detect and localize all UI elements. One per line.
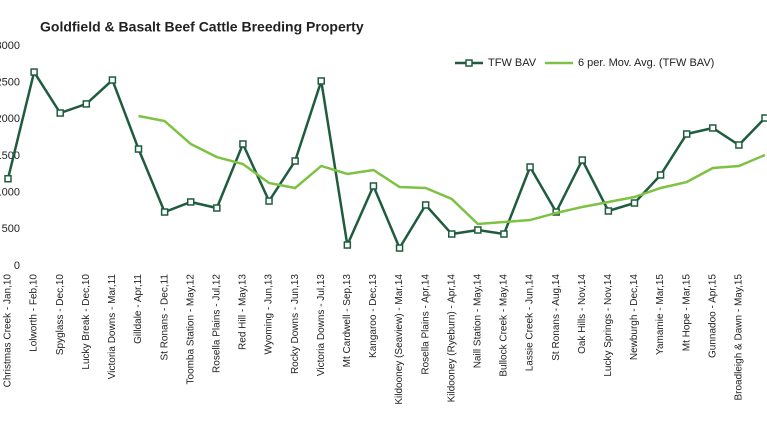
data-point <box>108 76 117 84</box>
data-point <box>526 163 534 171</box>
y-tick-label: 500 <box>2 223 20 235</box>
data-point <box>317 77 325 85</box>
x-tick-label: Bullock Creek - May,14 <box>499 274 510 377</box>
x-tick-label: Gilldale - Apr,11 <box>133 274 144 344</box>
x-tick-label: Rosella Plains - Apr,14 <box>420 274 431 375</box>
y-tick-label: 3000 <box>0 40 20 52</box>
data-point <box>709 124 717 132</box>
data-point <box>761 114 767 122</box>
data-point <box>56 109 64 117</box>
x-tick-label: Mt Hope - Mar,15 <box>681 274 692 352</box>
data-point <box>343 241 352 249</box>
data-point <box>186 198 195 206</box>
series-line <box>138 114 766 226</box>
x-tick-label: Gunnadoo - Apr,15 <box>707 274 718 358</box>
x-tick-label: Rosella Plains - Jul,12 <box>211 274 222 373</box>
x-tick-label: St Ronans - Dec,11 <box>159 274 170 361</box>
data-point <box>474 226 482 234</box>
x-tick-label: Lucky Springs - Nov,14 <box>603 274 614 377</box>
x-tick-label: Lolworth - Feb,10 <box>29 274 40 352</box>
x-tick-label: Mt Cardwell - Sep,13 <box>342 274 353 368</box>
data-point <box>30 68 38 76</box>
y-tick-label: 2000 <box>0 113 20 125</box>
data-point <box>448 230 456 238</box>
x-tick-label: Kildooney (Seaview) - Mar,14 <box>394 274 405 405</box>
data-point <box>213 204 221 212</box>
data-point <box>656 171 665 179</box>
x-tick-label: Oak Hills - Nov,14 <box>577 274 588 354</box>
x-tick-label: Lucky Break - Dec,10 <box>81 274 92 370</box>
data-point <box>4 174 12 183</box>
data-point <box>265 197 273 205</box>
legend-marker <box>465 59 473 67</box>
y-tick-label: 2500 <box>0 77 20 89</box>
data-point <box>369 182 378 190</box>
x-tick-label: Victoria Downs - Mar,11 <box>107 274 118 380</box>
x-tick-label: Wyoming - Jun,13 <box>264 274 275 355</box>
x-tick-label: Kildooney (Ryeburn) - Apr,14 <box>446 274 457 403</box>
data-point <box>735 141 743 149</box>
x-tick-label: Naill Station - May,14 <box>473 274 484 369</box>
x-tick-label: Victoria Downs - Jul,13 <box>316 274 327 377</box>
data-point <box>291 157 299 165</box>
data-point <box>421 201 430 209</box>
x-tick-label: Toomba Station - May,12 <box>185 274 196 385</box>
data-point <box>239 140 247 148</box>
data-point <box>604 207 613 215</box>
x-tick-label: Lassie Creek - Jun,14 <box>525 274 536 372</box>
x-tick-label: Red Hill - May,13 <box>238 274 249 350</box>
x-tick-label: St Ronans - Aug,14 <box>551 274 562 361</box>
x-tick-label: Broadleigh & Dawn - May,15 <box>734 274 745 401</box>
series-line <box>6 68 766 251</box>
data-point <box>630 199 639 207</box>
y-tick-label: 0 <box>14 260 20 272</box>
data-point <box>500 230 508 238</box>
legend-label: 6 per. Mov. Avg. (TFW BAV) <box>578 57 714 69</box>
data-point <box>82 100 91 108</box>
legend-label: TFW BAV <box>488 57 537 69</box>
x-tick-label: Rocky Downs - Jun,13 <box>290 274 301 374</box>
data-point <box>682 130 691 138</box>
x-tick-label: Newburgh - Dec,14 <box>629 274 640 361</box>
data-point <box>134 145 143 153</box>
x-tick-label: Yamamie - Mar,15 <box>655 274 666 355</box>
chart-title: Goldfield & Basalt Beef Cattle Breeding … <box>40 19 364 35</box>
data-point <box>578 156 587 164</box>
data-point <box>395 244 404 252</box>
y-tick-label: 1000 <box>0 187 20 199</box>
x-tick-label: Kangaroo - Dec,13 <box>368 274 379 358</box>
data-point <box>160 208 169 216</box>
y-tick-label: 1500 <box>0 150 20 162</box>
x-tick-label: Spyglass - Dec,10 <box>55 274 66 356</box>
x-tick-label: Christmas Creek - Jan,10 <box>3 274 14 388</box>
